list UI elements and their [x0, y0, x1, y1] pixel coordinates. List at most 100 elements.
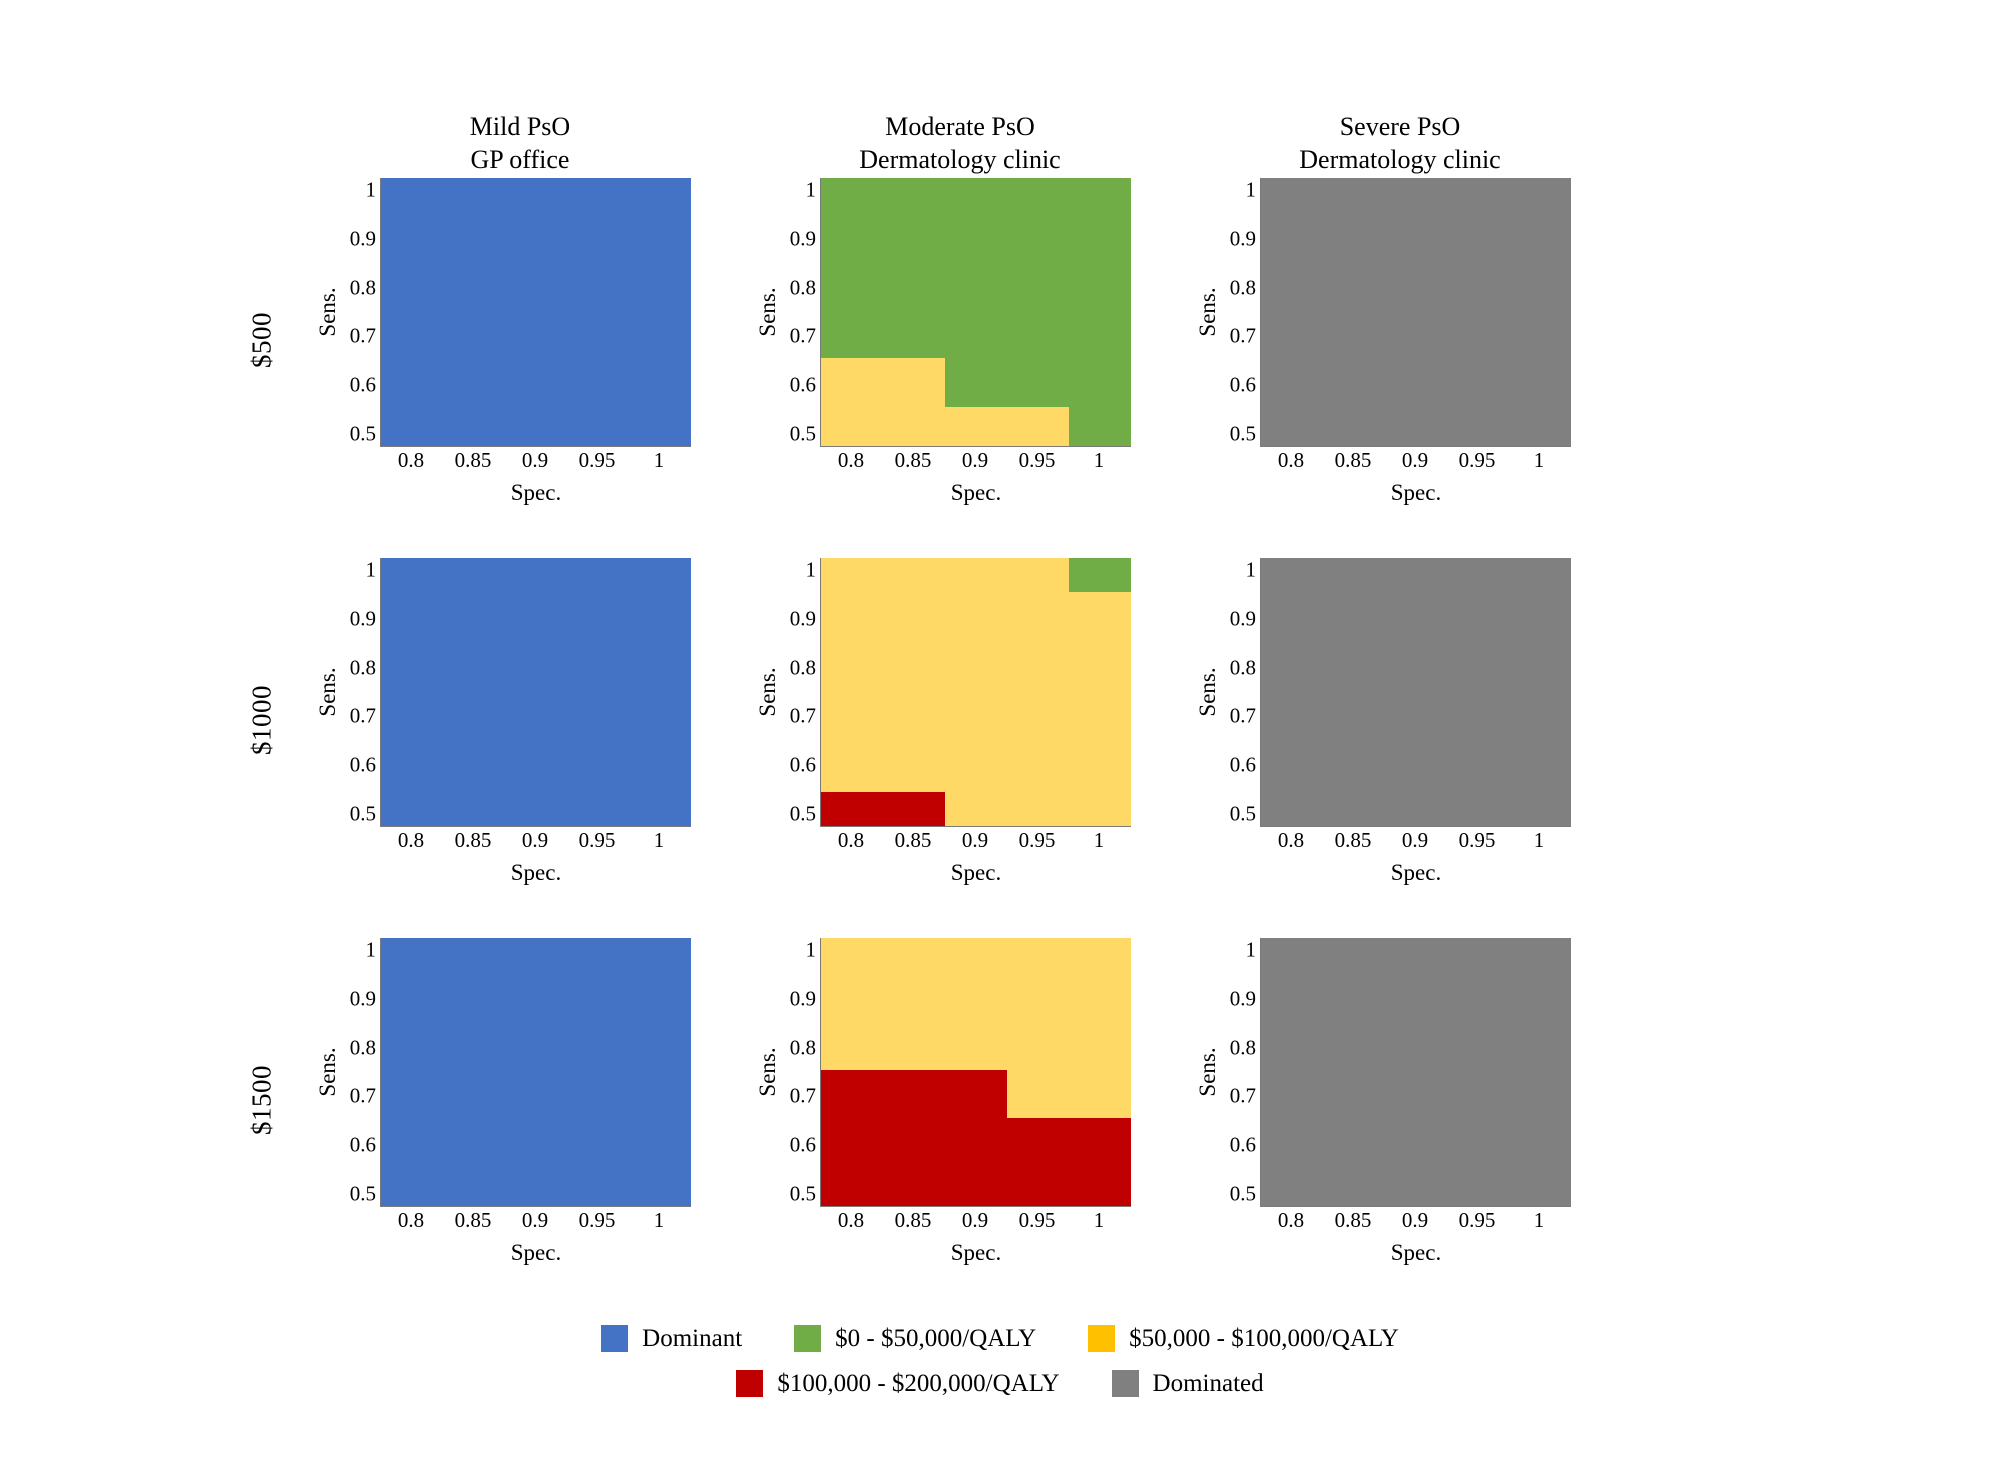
panel-grid: $500 1 0.9 0.8 0.7 0.6 0.5 Sens. 0.8 0.85 0.9 0.…	[247, 150, 1700, 1290]
x-tick-label: 1	[1093, 1208, 1105, 1232]
x-tick-labels: 0.8 0.85 0.9 0.95 1	[1260, 450, 1572, 480]
column-header-line1: Moderate PsO	[885, 112, 1035, 141]
y-tick-label: 1	[805, 177, 817, 202]
y-axis-label: Sens.	[1195, 287, 1220, 337]
panel-mild-1500: 1 0.9 0.8 0.7 0.6 0.5 Sens. 0.8 0.85 0.9 0.95 1 S…	[315, 910, 720, 1290]
x-tick-label: 1	[653, 828, 665, 852]
y-tick-label: 0.6	[789, 372, 816, 397]
x-axis-label: Spec.	[510, 860, 562, 885]
y-tick-label: 0.6	[349, 372, 376, 397]
y-tick-labels: 1 0.9 0.8 0.7 0.6 0.5	[320, 150, 376, 490]
x-tick-labels: 0.8 0.85 0.9 0.95 1	[820, 1210, 1132, 1240]
legend-label: Dominated	[1152, 1370, 1264, 1397]
x-tick-label: 0.9	[961, 828, 989, 852]
x-axis-label: Spec.	[950, 1240, 1002, 1265]
y-tick-label: 0.9	[349, 986, 376, 1011]
plot-area	[380, 558, 691, 827]
x-tick-label: 0.95	[1018, 448, 1056, 472]
x-tick-label: 0.95	[1458, 828, 1496, 852]
plot-area	[1260, 178, 1571, 447]
x-tick-labels: 0.8 0.85 0.9 0.95 1	[1260, 830, 1572, 860]
x-tick-label: 1	[1533, 448, 1545, 472]
x-tick-label: 0.95	[1458, 448, 1496, 472]
x-tick-label: 0.95	[578, 1208, 616, 1232]
x-tick-label: 0.9	[521, 448, 549, 472]
y-tick-label: 1	[805, 937, 817, 962]
y-tick-label: 1	[365, 937, 377, 962]
row-label-1000: $1000	[246, 685, 277, 755]
y-tick-label: 0.5	[1229, 801, 1256, 826]
y-tick-label: 0.7	[349, 1083, 376, 1108]
heatmap-region	[381, 178, 691, 446]
heatmap-region	[1261, 558, 1571, 826]
x-tick-labels: 0.8 0.85 0.9 0.95 1	[820, 830, 1132, 860]
x-tick-label: 0.8	[1277, 448, 1305, 472]
x-tick-labels: 0.8 0.85 0.9 0.95 1	[380, 450, 692, 480]
heatmap-region	[821, 558, 1131, 826]
y-tick-label: 0.8	[1229, 1035, 1256, 1060]
y-tick-label: 0.9	[1229, 226, 1256, 251]
x-tick-label: 0.9	[521, 828, 549, 852]
x-tick-label: 1	[1093, 828, 1105, 852]
plot-area	[380, 938, 691, 1207]
legend-item-0-50k: $0 - $50,000/QALY	[794, 1325, 1036, 1352]
y-tick-labels: 1 0.9 0.8 0.7 0.6 0.5	[1200, 530, 1256, 870]
legend: Dominant $0 - $50,000/QALY $50,000 - $10…	[0, 1325, 2000, 1415]
y-tick-label: 0.8	[349, 655, 376, 680]
column-header-line1: Mild PsO	[469, 112, 571, 141]
y-tick-label: 0.5	[349, 421, 376, 446]
y-axis-label: Sens.	[1195, 1047, 1220, 1097]
column-header-line2: Dermatology clinic	[859, 145, 1061, 175]
x-tick-label: 1	[1093, 448, 1105, 472]
legend-swatch-icon	[601, 1325, 629, 1352]
y-axis-label: Sens.	[315, 1047, 340, 1097]
y-tick-label: 0.6	[789, 752, 816, 777]
y-axis-label: Sens.	[1195, 667, 1220, 717]
y-tick-labels: 1 0.9 0.8 0.7 0.6 0.5	[1200, 910, 1256, 1250]
x-tick-label: 0.8	[1277, 828, 1305, 852]
legend-label: Dominant	[642, 1325, 743, 1352]
legend-item-dominated: Dominated	[1111, 1370, 1264, 1397]
panel-severe-1500: 1 0.9 0.8 0.7 0.6 0.5 Sens. 0.8 0.85 0.9 0.95 1 S…	[1195, 910, 1600, 1290]
x-tick-label: 0.95	[1458, 1208, 1496, 1232]
y-tick-label: 0.7	[789, 323, 816, 348]
y-tick-label: 1	[1245, 557, 1257, 582]
column-header-moderate: Moderate PsO Dermatology clinic	[760, 110, 1160, 177]
legend-swatch-icon	[1088, 1325, 1116, 1352]
x-tick-label: 0.9	[521, 1208, 549, 1232]
y-tick-label: 0.9	[1229, 986, 1256, 1011]
y-tick-labels: 1 0.9 0.8 0.7 0.6 0.5	[1200, 150, 1256, 490]
y-tick-label: 0.5	[1229, 421, 1256, 446]
legend-label: $0 - $50,000/QALY	[835, 1325, 1037, 1352]
y-tick-labels: 1 0.9 0.8 0.7 0.6 0.5	[760, 150, 816, 490]
x-tick-label: 0.9	[1401, 448, 1429, 472]
y-tick-label: 0.8	[789, 655, 816, 680]
x-tick-label: 1	[653, 448, 665, 472]
y-tick-label: 0.9	[789, 606, 816, 631]
y-tick-label: 0.7	[1229, 1083, 1256, 1108]
y-tick-label: 0.5	[349, 801, 376, 826]
x-tick-label: 0.85	[1334, 448, 1372, 472]
heatmap-region	[1069, 358, 1131, 446]
panel-mild-1000: 1 0.9 0.8 0.7 0.6 0.5 Sens. 0.8 0.85 0.9 0.95 1 S…	[315, 530, 720, 910]
y-axis-label: Sens.	[755, 1047, 780, 1097]
y-axis-label: Sens.	[315, 667, 340, 717]
x-tick-label: 0.85	[894, 448, 932, 472]
y-tick-label: 0.6	[789, 1132, 816, 1157]
panel-row-1000: $1000 1 0.9 0.8 0.7 0.6 0.5 Sens. 0.8 0.85 0.9 0…	[247, 530, 1700, 910]
y-tick-label: 0.6	[1229, 1132, 1256, 1157]
y-tick-label: 0.9	[1229, 606, 1256, 631]
column-header-line2: GP office	[470, 145, 570, 175]
heatmap-region	[945, 358, 1069, 407]
y-tick-label: 0.8	[789, 1035, 816, 1060]
panel-mild-500: 1 0.9 0.8 0.7 0.6 0.5 Sens. 0.8 0.85 0.9 0.95 1 S…	[315, 150, 720, 530]
y-axis-label: Sens.	[755, 667, 780, 717]
y-tick-label: 0.7	[1229, 323, 1256, 348]
y-tick-label: 0.9	[349, 606, 376, 631]
y-tick-label: 0.7	[789, 703, 816, 728]
x-tick-label: 0.9	[1401, 1208, 1429, 1232]
x-tick-label: 1	[1533, 828, 1545, 852]
x-tick-label: 1	[1533, 1208, 1545, 1232]
legend-swatch-icon	[794, 1325, 822, 1352]
